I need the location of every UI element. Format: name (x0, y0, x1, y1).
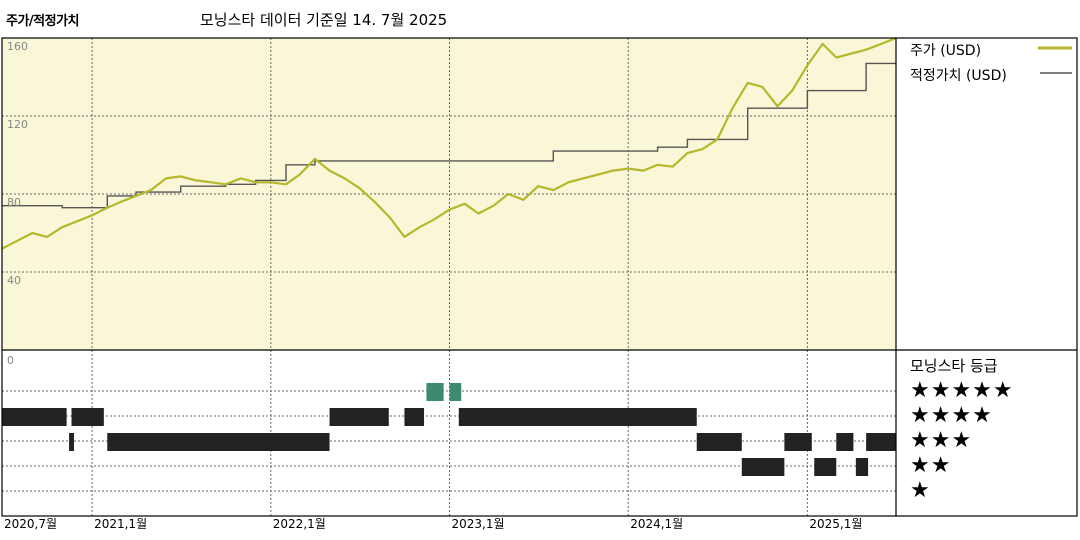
y-tick-label-40: 40 (7, 274, 21, 287)
rating-bar-5-star-0 (426, 383, 444, 401)
legend-swatches (1038, 46, 1072, 74)
rating-5-stars: ★★★★★ (910, 378, 1014, 403)
rating-bar-4-star-4 (458, 408, 697, 426)
rating-bar-3-star-0 (69, 433, 74, 451)
x-tick-label-2023-01: 2023,1월 (451, 517, 504, 531)
rating-bar-2-star-2 (855, 458, 869, 476)
rating-bar-3-star-5 (866, 433, 896, 451)
rating-2-stars: ★★ (910, 453, 952, 478)
x-tick-label-2025-01: 2025,1월 (809, 517, 862, 531)
x-tick-label-2024-01: 2024,1월 (630, 517, 683, 531)
y-tick-label-120: 120 (7, 118, 28, 131)
x-tick-label-2020-07: 2020,7월 (4, 517, 57, 531)
legend-fair-value-label: 적정가치 (USD) (910, 68, 1007, 84)
rating-bars (2, 383, 896, 476)
rating-bar-3-star-4 (836, 433, 854, 451)
price-line (1, 36, 897, 250)
rating-4-stars: ★★★★ (910, 403, 993, 428)
rating-bar-4-star-1 (71, 408, 104, 426)
legend-price-label: 주가 (USD) (910, 43, 982, 59)
rating-3-stars: ★★★ (910, 428, 973, 453)
y-tick-label-80: 80 (7, 196, 21, 209)
rating-bar-4-star-2 (329, 408, 389, 426)
x-tick-label-2021-01: 2021,1월 (94, 517, 147, 531)
y-tick-label-160: 160 (7, 40, 28, 53)
rating-bar-4-star-3 (404, 408, 425, 426)
rating-bar-3-star-1 (107, 433, 330, 451)
chart-subtitle: 모닝스타 데이터 기준일 14. 7월 2025 (200, 11, 448, 29)
rating-bar-2-star-0 (741, 458, 785, 476)
rating-bar-3-star-2 (696, 433, 742, 451)
y-tick-label-0: 0 (7, 354, 14, 367)
rating-bar-4-star-0 (2, 408, 67, 426)
rating-legend-title: 모닝스타 등급 (910, 357, 998, 375)
rating-bar-2-star-1 (814, 458, 837, 476)
rating-1-star: ★ (910, 478, 931, 503)
axis-tick-labels: 40 80 120 160 0 2020,7월 2021,1월 2022,1월 2023,1월 2… (4, 40, 862, 531)
price-layer (1, 36, 897, 250)
rating-bar-3-star-3 (784, 433, 812, 451)
chart-border (1, 37, 1078, 517)
x-tick-label-2022-01: 2022,1월 (273, 517, 326, 531)
chart-title: 주가/적정가치 (6, 14, 80, 29)
rating-bar-5-star-1 (449, 383, 462, 401)
